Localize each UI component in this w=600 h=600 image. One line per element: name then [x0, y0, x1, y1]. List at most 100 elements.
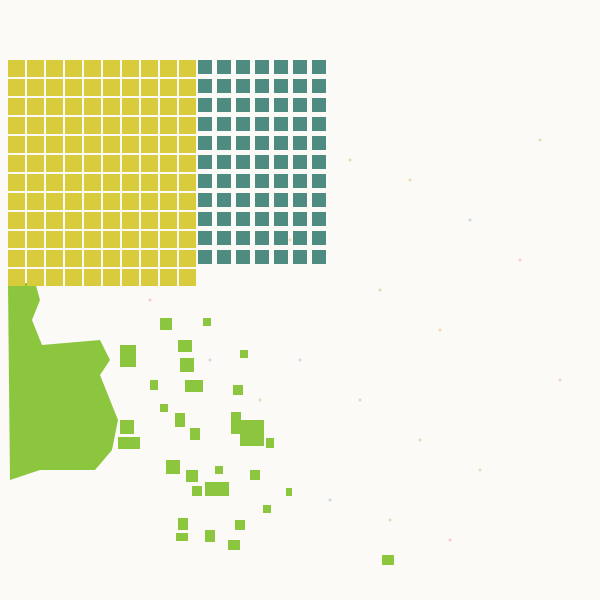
teal-grid-cell [198, 136, 212, 150]
yellow-grid-cell [179, 117, 196, 134]
teal-grid-cell [255, 79, 269, 93]
teal-grid-cell [255, 136, 269, 150]
green-region [8, 282, 394, 565]
yellow-grid-cell [8, 60, 25, 77]
yellow-grid-cell [141, 174, 158, 191]
yellow-grid-cell [84, 136, 101, 153]
teal-grid-cell [198, 117, 212, 131]
yellow-grid-cell [65, 155, 82, 172]
green-block [240, 350, 248, 358]
yellow-grid-cell [179, 231, 196, 248]
yellow-grid-cell [46, 231, 63, 248]
teal-grid-cell [236, 231, 250, 245]
yellow-grid-cell [103, 79, 120, 96]
yellow-grid-cell [27, 212, 44, 229]
teal-grid-cell [274, 231, 288, 245]
green-block [186, 470, 198, 482]
teal-grid-cell [293, 174, 307, 188]
yellow-grid-cell [84, 231, 101, 248]
green-large-shape [8, 282, 118, 480]
yellow-grid-cell [103, 269, 120, 286]
yellow-grid-cell [179, 136, 196, 153]
yellow-grid-cell [179, 98, 196, 115]
teal-grid-cell [312, 250, 326, 264]
speckle [288, 238, 292, 242]
green-block [203, 318, 211, 326]
yellow-grid-cell [122, 193, 139, 210]
yellow-grid-cell [27, 155, 44, 172]
teal-grid-cell [217, 136, 231, 150]
teal-grid-cell [198, 250, 212, 264]
yellow-grid-cell [103, 117, 120, 134]
speckle [448, 538, 452, 542]
green-block [175, 413, 185, 427]
teal-grid-cell [236, 193, 250, 207]
speckle [518, 258, 522, 262]
yellow-grid-cell [160, 250, 177, 267]
yellow-grid-cell [122, 79, 139, 96]
teal-grid-cell [255, 155, 269, 169]
yellow-grid-cell [122, 136, 139, 153]
yellow-grid-cell [8, 117, 25, 134]
yellow-grid-cell [84, 117, 101, 134]
yellow-grid-cell [141, 193, 158, 210]
teal-grid-cell [198, 174, 212, 188]
green-block [190, 428, 200, 440]
yellow-grid [8, 60, 196, 286]
teal-grid-cell [293, 117, 307, 131]
yellow-grid-cell [160, 136, 177, 153]
yellow-grid-cell [46, 250, 63, 267]
yellow-grid-cell [160, 117, 177, 134]
teal-grid-cell [274, 136, 288, 150]
yellow-grid-cell [27, 60, 44, 77]
teal-grid-cell [217, 250, 231, 264]
teal-grid-cell [217, 174, 231, 188]
teal-grid-cell [312, 60, 326, 74]
teal-grid-cell [198, 231, 212, 245]
teal-grid-cell [236, 117, 250, 131]
green-block [176, 533, 188, 541]
green-block [192, 486, 202, 496]
yellow-grid-cell [141, 98, 158, 115]
speckle [468, 218, 472, 222]
yellow-grid-cell [8, 193, 25, 210]
yellow-grid-cell [65, 212, 82, 229]
teal-grid-cell [293, 193, 307, 207]
teal-grid-cell [293, 231, 307, 245]
yellow-grid-cell [65, 174, 82, 191]
teal-grid-cell [236, 250, 250, 264]
yellow-grid-cell [179, 212, 196, 229]
speckle [558, 378, 562, 382]
yellow-grid-cell [65, 60, 82, 77]
yellow-grid-cell [122, 250, 139, 267]
teal-grid-cell [293, 250, 307, 264]
yellow-grid-cell [122, 60, 139, 77]
yellow-grid-cell [27, 174, 44, 191]
green-block [235, 520, 245, 530]
green-block [160, 404, 168, 412]
yellow-grid-cell [141, 136, 158, 153]
teal-grid-cell [217, 193, 231, 207]
green-block [233, 385, 243, 395]
yellow-grid-cell [179, 174, 196, 191]
yellow-grid-cell [122, 98, 139, 115]
yellow-grid-cell [46, 193, 63, 210]
speckle [478, 468, 482, 472]
yellow-grid-cell [84, 269, 101, 286]
teal-grid-cell [236, 79, 250, 93]
teal-grid-cell [312, 212, 326, 226]
teal-grid-cell [293, 155, 307, 169]
teal-grid-cell [236, 174, 250, 188]
teal-grid-cell [274, 117, 288, 131]
speckle [148, 298, 152, 302]
teal-grid-cell [217, 117, 231, 131]
yellow-grid-cell [160, 98, 177, 115]
green-block [266, 438, 274, 448]
yellow-grid-cell [179, 79, 196, 96]
teal-grid-cell [312, 155, 326, 169]
yellow-grid-cell [160, 174, 177, 191]
yellow-grid-cell [160, 269, 177, 286]
yellow-grid-cell [122, 174, 139, 191]
green-block [286, 488, 292, 496]
